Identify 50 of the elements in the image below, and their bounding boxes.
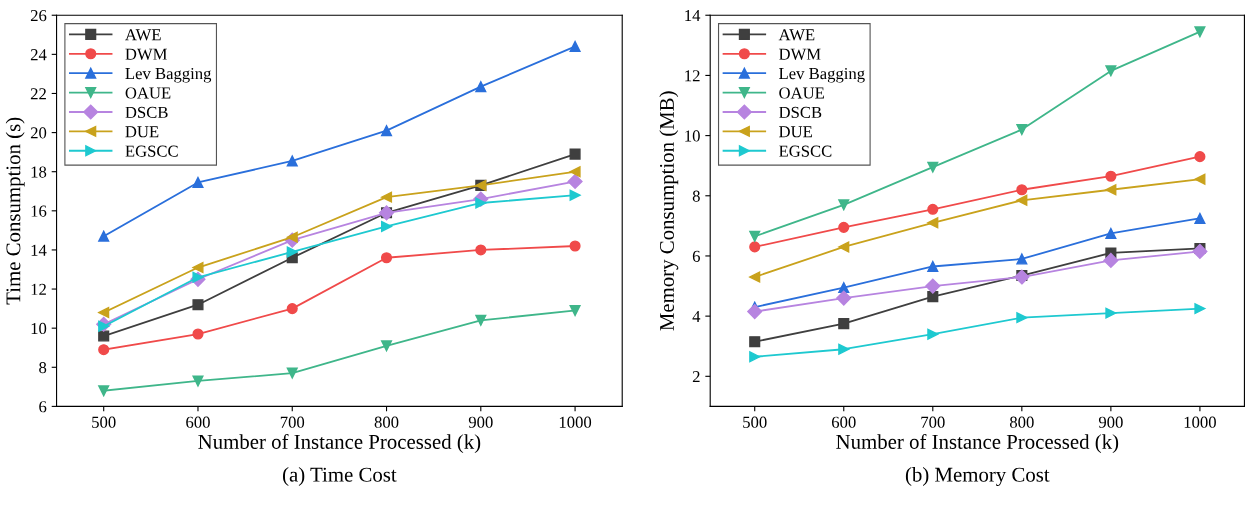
y-axis-title: Time Consumption (s) <box>5 117 25 305</box>
x-axis-title: Number of Instance Processed (k) <box>198 434 481 454</box>
legend-label: DSCB <box>125 106 168 118</box>
x-tick-label: 600 <box>831 416 856 428</box>
legend-label: DUE <box>779 126 812 138</box>
legend-label: DSCB <box>779 106 822 118</box>
legend-label: AWE <box>778 29 815 41</box>
y-tick-label: 26 <box>30 9 47 22</box>
text: (a) Time Cost <box>283 467 397 486</box>
legend-label: DWM <box>125 48 167 60</box>
x-tick-label: 900 <box>1098 416 1123 428</box>
x-tick-label: 1000 <box>1184 416 1216 428</box>
y-tick-label: 16 <box>31 205 47 217</box>
x-tick-label: 800 <box>374 416 399 428</box>
x-tick-label: 1000 <box>559 416 592 428</box>
x-tick-label: 800 <box>1009 416 1034 428</box>
legend-label: EGSCC <box>779 145 832 157</box>
y-tick-label: 12 <box>31 283 46 295</box>
x-tick-label: 700 <box>921 416 945 428</box>
legend-label: DUE <box>125 126 159 138</box>
legend-label: AWE <box>125 29 161 41</box>
y-tick-label: 2 <box>692 371 700 383</box>
y-tick-label: 14 <box>31 244 47 256</box>
y-tick-label: 24 <box>30 49 47 61</box>
y-tick-label: 8 <box>692 190 700 202</box>
legend-label: OAUE <box>125 87 171 99</box>
legend-label: Lev Bagging <box>779 67 865 83</box>
x-tick-label: 700 <box>280 416 305 428</box>
y-tick-label: 6 <box>39 401 47 413</box>
legend-label: OAUE <box>779 87 824 99</box>
y-tick-label: 8 <box>39 361 47 374</box>
y-tick-label: 22 <box>30 88 46 100</box>
y-tick-label: 20 <box>30 127 47 139</box>
x-tick-label: 500 <box>92 416 116 428</box>
y-tick-label: 10 <box>685 130 700 142</box>
y-tick-label: 18 <box>31 166 47 178</box>
text: (b) Memory Cost <box>905 467 1050 486</box>
x-tick-label: 600 <box>186 416 210 428</box>
y-tick-label: 12 <box>685 70 700 82</box>
y-tick-label: 6 <box>692 250 700 262</box>
x-tick-label: 900 <box>468 416 493 428</box>
x-tick-label: 500 <box>743 416 767 428</box>
y-tick-label: 10 <box>31 322 47 335</box>
legend-label: EGSCC <box>125 145 178 157</box>
y-tick-label: 4 <box>692 310 701 322</box>
x-axis-title: Number of Instance Processed (k) <box>836 434 1119 454</box>
legend-label: DWM <box>779 48 821 60</box>
legend-label: Lev Bagging <box>125 67 212 83</box>
y-axis-title: Memory Consumption (MB) <box>659 91 679 331</box>
y-tick-label: 14 <box>685 10 701 22</box>
